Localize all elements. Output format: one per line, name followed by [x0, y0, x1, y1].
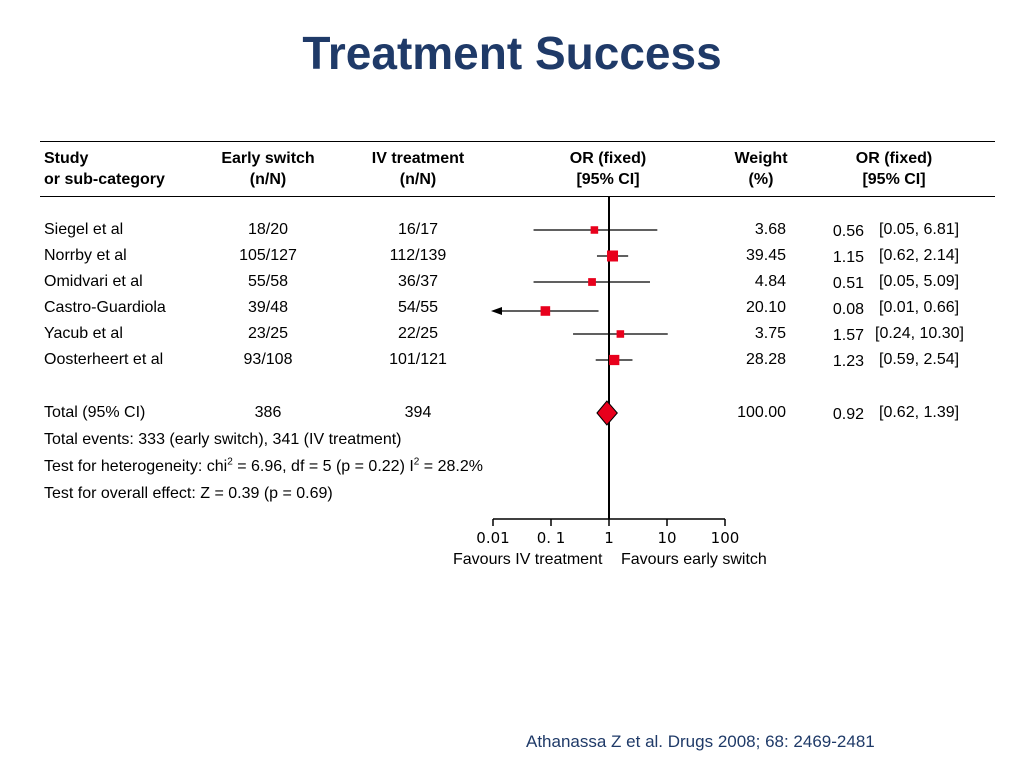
favours-early-label: Favours early switch	[621, 551, 767, 568]
header-early: Early switch (n/N)	[198, 148, 338, 190]
weight-value: 39.45	[745, 247, 786, 264]
ci-value: [0.24, 10.30]	[875, 325, 964, 342]
weight-value: 3.75	[754, 325, 786, 342]
ci-value: [0.01, 0.66]	[879, 299, 960, 316]
study-name: Yacub et al	[44, 325, 123, 342]
header-iv-line2: (n/N)	[399, 171, 437, 188]
header-plot-line1: OR (fixed)	[569, 150, 647, 167]
point-estimate-square	[609, 354, 620, 366]
point-estimate-square	[616, 330, 625, 338]
early-value: 39/48	[247, 299, 289, 316]
page-title: Treatment Success	[302, 27, 722, 79]
header-weight-line1: Weight	[734, 150, 788, 167]
early-value: 18/20	[247, 221, 289, 238]
header-plot: OR (fixed) [95% CI]	[538, 148, 678, 190]
header-weight-line2: (%)	[748, 171, 774, 188]
weight-value: 3.68	[754, 221, 786, 238]
early-value: 105/127	[239, 247, 297, 264]
header-top-rule	[40, 141, 995, 142]
total-ci: [0.62, 1.39]	[879, 404, 960, 421]
total-early: 386	[254, 404, 282, 421]
header-early-line2: (n/N)	[249, 171, 287, 188]
iv-value: 16/17	[397, 221, 439, 238]
header-iv: IV treatment (n/N)	[348, 148, 488, 190]
study-name: Norrby et al	[44, 247, 127, 264]
heterogeneity-text-b: = 6.96, df = 5 (p = 0.22) I	[232, 458, 414, 475]
iv-value: 112/139	[389, 247, 447, 264]
ci-value: [0.05, 6.81]	[879, 221, 960, 238]
early-value: 55/58	[247, 273, 289, 290]
iv-value: 101/121	[389, 351, 447, 368]
early-value: 93/108	[243, 351, 293, 368]
header-or-line2: [95% CI]	[862, 171, 926, 188]
or-value: 0.51	[832, 275, 864, 292]
early-value: 23/25	[247, 325, 289, 342]
ci-value: [0.62, 2.14]	[879, 247, 960, 264]
header-early-line1: Early switch	[221, 150, 315, 167]
header-study: Study or sub-category	[44, 148, 165, 190]
total-iv: 394	[404, 404, 432, 421]
total-events-note: Total events: 333 (early switch), 341 (I…	[44, 431, 402, 448]
header-or-line1: OR (fixed)	[855, 150, 933, 167]
overall-effect-note: Test for overall effect: Z = 0.39 (p = 0…	[44, 485, 333, 502]
ci-value: [0.05, 5.09]	[879, 273, 960, 290]
total-label: Total (95% CI)	[44, 404, 146, 421]
weight-value: 28.28	[745, 351, 786, 368]
x-axis-tick-label: 10	[657, 529, 676, 547]
study-name: Omidvari et al	[44, 273, 143, 290]
header-iv-line1: IV treatment	[371, 150, 465, 167]
or-value: 0.56	[832, 223, 864, 240]
x-axis-tick-label: 0.01	[476, 529, 509, 547]
ci-arrow-left	[491, 307, 502, 315]
point-estimate-square	[590, 226, 599, 234]
or-value: 0.08	[832, 301, 864, 318]
study-name: Oosterheert et al	[44, 351, 164, 368]
study-name: Siegel et al	[44, 221, 124, 238]
weight-value: 4.84	[754, 273, 786, 290]
or-value: 1.15	[832, 249, 864, 266]
point-estimate-square	[540, 306, 551, 316]
header-or: OR (fixed) [95% CI]	[824, 148, 964, 190]
x-axis-tick-label: 0. 1	[537, 529, 566, 547]
or-value: 1.23	[832, 353, 864, 370]
iv-value: 54/55	[397, 299, 439, 316]
x-axis-tick-label: 1	[604, 529, 614, 547]
total-or: 0.92	[832, 406, 864, 423]
point-estimate-square	[607, 250, 619, 262]
heterogeneity-text-c: = 28.2%	[419, 458, 483, 475]
header-weight: Weight (%)	[711, 148, 811, 190]
ci-value: [0.59, 2.54]	[879, 351, 960, 368]
study-name: Castro-Guardiola	[44, 299, 166, 316]
citation: Athanassa Z et al. Drugs 2008; 68: 2469-…	[526, 732, 875, 751]
heterogeneity-note: Test for heterogeneity: chi2 = 6.96, df …	[44, 457, 483, 477]
iv-value: 36/37	[397, 273, 439, 290]
header-bottom-rule	[40, 196, 995, 197]
point-estimate-square	[588, 278, 596, 286]
header-study-line2: or sub-category	[44, 171, 165, 188]
heterogeneity-sup-a: 2	[227, 456, 233, 468]
heterogeneity-sup-b: 2	[413, 456, 420, 468]
heterogeneity-text-a: Test for heterogeneity: chi	[44, 458, 228, 475]
weight-value: 20.10	[745, 299, 786, 316]
header-plot-line2: [95% CI]	[576, 171, 640, 188]
or-value: 1.57	[832, 327, 864, 344]
total-weight: 100.00	[737, 404, 786, 421]
favours-iv-label: Favours IV treatment	[453, 551, 603, 568]
header-study-line1: Study	[44, 150, 89, 167]
pooled-diamond	[596, 400, 618, 426]
iv-value: 22/25	[397, 325, 439, 342]
x-axis-tick-label: 100	[711, 529, 740, 547]
